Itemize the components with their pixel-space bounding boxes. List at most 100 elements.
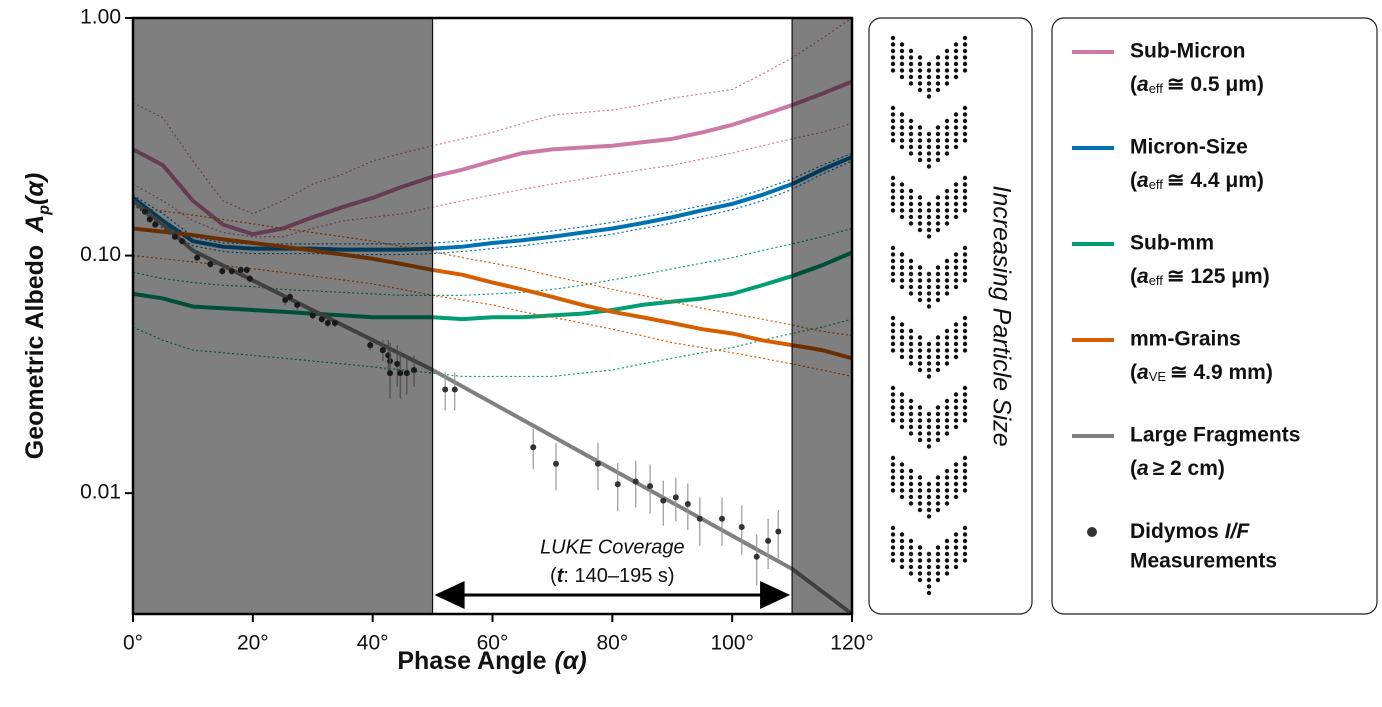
chevron-dot xyxy=(935,87,941,93)
chevron-dot xyxy=(899,424,905,430)
arrow-head xyxy=(760,581,791,609)
chevron-dot xyxy=(917,138,923,143)
chevron-dot xyxy=(935,501,941,506)
data-point xyxy=(632,478,639,485)
chevron-dot xyxy=(944,214,950,220)
legend-detail: (aVE ≅ 4.9 mm) xyxy=(1130,361,1273,385)
chevron-dot xyxy=(962,112,968,117)
chevron-dot xyxy=(899,74,905,80)
chevron-dot xyxy=(917,87,923,93)
legend-label: Micron-Size xyxy=(1130,136,1248,159)
chevron-dot xyxy=(953,188,959,194)
chevron-dot xyxy=(926,354,932,360)
chevron-dot xyxy=(917,157,923,163)
chevron-dot xyxy=(890,328,896,334)
chevron-dot xyxy=(890,468,896,474)
chevron-dot xyxy=(908,538,914,544)
chevron-dot xyxy=(917,68,923,73)
chevron-dot xyxy=(935,437,941,443)
chevron-dot xyxy=(908,405,914,410)
chevron-dot xyxy=(890,532,896,537)
chevron-dot xyxy=(917,545,923,550)
chevron-dot xyxy=(890,411,896,417)
chevron-dot xyxy=(908,341,914,347)
annotation-text: LUKE Coverage xyxy=(540,536,685,558)
chevron-dot xyxy=(926,348,932,353)
chevron-dot xyxy=(890,398,896,404)
chevron-dot xyxy=(926,151,932,156)
x-tick-label: 60° xyxy=(477,632,509,655)
chevron-dot xyxy=(890,42,896,47)
chevron-dot xyxy=(899,61,905,67)
chevron-dot xyxy=(890,68,896,73)
chevron-dot xyxy=(953,61,959,67)
chevron-dot xyxy=(908,468,914,474)
chevron-dot xyxy=(935,577,941,583)
chevron-dot xyxy=(908,328,914,334)
y-axis-title: Geometric Albedo Ap(α) xyxy=(21,173,53,459)
chevron-dot xyxy=(890,61,896,67)
chevron-dot xyxy=(953,398,959,404)
chevron-dot xyxy=(890,525,896,531)
chevron-dot xyxy=(935,138,941,143)
chevron-dot xyxy=(953,112,959,117)
x-axis-title-text: Phase Angle xyxy=(397,647,546,675)
chevron-dot xyxy=(899,252,905,257)
chevron-dot xyxy=(908,258,914,264)
chevron-dot xyxy=(917,564,923,570)
chevron-dot xyxy=(935,335,941,340)
chevron-dot xyxy=(908,221,914,226)
chevron-dot xyxy=(917,475,923,480)
chevron-dot xyxy=(926,341,932,347)
chevron-dot xyxy=(953,208,959,213)
chevron-dot xyxy=(890,138,896,143)
chevron-dot xyxy=(962,68,968,73)
chevron-dot xyxy=(953,131,959,137)
chevron-dot xyxy=(899,328,905,334)
chevron-dot xyxy=(908,55,914,60)
chevron-dot xyxy=(962,405,968,410)
chevron-dot xyxy=(962,348,968,353)
chevron-dot xyxy=(935,507,941,513)
bound-line xyxy=(133,18,852,215)
chevron-dot xyxy=(917,144,923,150)
chevron-dot xyxy=(962,138,968,143)
chevron-dot xyxy=(962,532,968,537)
chevron-dot xyxy=(899,201,905,207)
chevron-dot xyxy=(935,265,941,270)
bound-line xyxy=(133,160,852,256)
chevron-dot xyxy=(962,245,968,251)
chevron-dot xyxy=(962,125,968,130)
chevron-dot xyxy=(926,501,932,506)
chevron-dot xyxy=(917,131,923,137)
chevron-dot xyxy=(908,61,914,67)
x-tick-label: 20° xyxy=(237,632,269,655)
legend-detail-symbol: a xyxy=(1137,457,1149,480)
chevron-dot xyxy=(908,551,914,557)
chevron-dot xyxy=(899,322,905,327)
chevron-dot xyxy=(926,551,932,557)
chevron-dot xyxy=(953,335,959,340)
chevron-dot xyxy=(926,488,932,493)
bound-line xyxy=(133,227,852,296)
chevron-dot xyxy=(953,418,959,423)
y-axis-symbol: A xyxy=(21,215,49,234)
chevron-dot xyxy=(962,385,968,391)
chevron-dot xyxy=(917,195,923,200)
chevron-dot xyxy=(890,341,896,347)
chevron-dot xyxy=(953,252,959,257)
legend-detail-subscript: eff xyxy=(1149,177,1164,192)
chevron-dot xyxy=(926,361,932,366)
chevron-dot xyxy=(944,494,950,500)
chevron-dot xyxy=(890,538,896,544)
chevron-dot xyxy=(917,61,923,67)
legend-label-line2: Measurements xyxy=(1130,550,1277,573)
legend-label: Large Fragments xyxy=(1130,424,1300,447)
legend-detail-prefix: ( xyxy=(1130,169,1137,192)
chevron-dot xyxy=(890,322,896,327)
chevron-dot xyxy=(944,361,950,366)
data-point xyxy=(553,460,560,467)
legend-detail-symbol: a xyxy=(1137,169,1149,192)
legend-detail-rest: ≥ 2 cm) xyxy=(1153,457,1225,480)
chevron-dot xyxy=(908,208,914,213)
